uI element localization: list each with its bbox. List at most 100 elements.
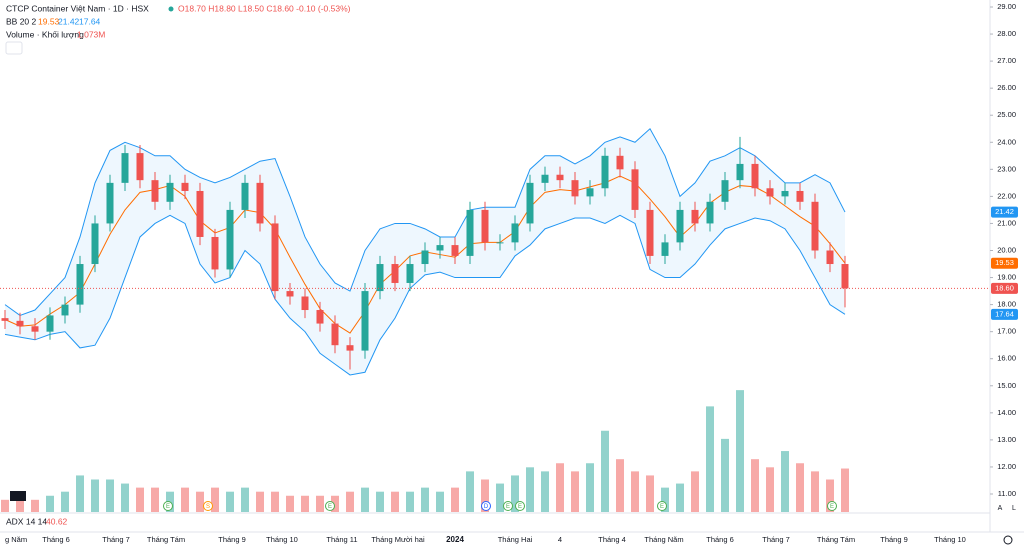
x-tick-label: Tháng 10	[266, 535, 298, 544]
candle-body	[781, 190, 789, 197]
volume-bar	[766, 467, 774, 512]
volume-bar	[736, 390, 744, 512]
axis-button[interactable]: A	[998, 505, 1003, 512]
price-tag	[991, 282, 1018, 294]
tv-logo	[10, 491, 26, 501]
volume-bar	[451, 487, 459, 512]
candle-body	[91, 223, 99, 265]
candle-body	[661, 242, 669, 256]
volume-bar	[31, 499, 39, 512]
bb-name: BB 20 2	[6, 16, 37, 26]
price-tag	[991, 257, 1018, 269]
logo-mark	[10, 491, 26, 501]
volume-bar	[391, 491, 399, 512]
candle-body	[421, 250, 429, 265]
x-tick-label: Tháng Mười hai	[371, 535, 425, 544]
volume-bar	[196, 491, 204, 512]
candle-body	[736, 163, 744, 181]
event-marker	[827, 501, 837, 511]
event-label: E	[506, 504, 510, 510]
candle-body	[631, 169, 639, 210]
candle-body	[451, 245, 459, 256]
bb-upper-value: 21.42	[58, 16, 80, 26]
collapse-button[interactable]	[5, 41, 23, 55]
y-tick-label: 11.00	[998, 489, 1016, 498]
candle-body	[706, 201, 714, 224]
candle-body	[586, 188, 594, 197]
candle-body	[331, 323, 339, 346]
volume-bar	[721, 438, 729, 512]
settings-icon[interactable]	[1003, 535, 1013, 545]
candle-body	[511, 223, 519, 243]
candle-body	[406, 264, 414, 283]
volume-bar	[136, 487, 144, 512]
volume-bar	[751, 459, 759, 512]
symbol-title: CTCP Container Việt Nam · 1D · HSX	[6, 3, 149, 13]
market-status	[168, 6, 174, 12]
volume-bar	[586, 463, 594, 512]
candle-body	[811, 201, 819, 251]
volume-bar	[256, 491, 264, 512]
y-tick-label: 24.00	[997, 137, 1016, 146]
y-tick-label: 29.00	[997, 2, 1016, 11]
bb-upper-line	[4, 127, 846, 316]
volume-bar	[541, 471, 549, 512]
plot-area	[1, 127, 849, 512]
x-tick-label: Tháng 9	[218, 535, 246, 544]
x-tick-label: 2024	[446, 535, 464, 544]
y-tick-label: 16.00	[997, 354, 1016, 363]
candle-body	[391, 264, 399, 283]
volume-bar	[406, 491, 414, 512]
axis-button[interactable]: L	[1012, 505, 1016, 512]
volume-bar	[436, 491, 444, 512]
bb-lower-value: 17.64	[79, 16, 101, 26]
y-tick-label: 15.00	[997, 381, 1016, 390]
candle-body	[61, 304, 69, 316]
candle-body	[826, 250, 834, 265]
volume-bar	[271, 491, 279, 512]
candle-body	[796, 190, 804, 202]
y-tick-label: 12.00	[997, 462, 1016, 471]
candle-body	[1, 318, 9, 321]
candle-body	[241, 182, 249, 210]
y-tick-label: 19.00	[997, 273, 1016, 282]
candle-body	[541, 174, 549, 183]
x-tick-label: g Năm	[5, 535, 27, 544]
volume-bar	[511, 475, 519, 512]
x-tick-label: Tháng 7	[762, 535, 790, 544]
candle-body	[676, 209, 684, 243]
event-label: E	[660, 504, 664, 510]
volume-bar	[601, 430, 609, 512]
candle-body	[151, 180, 159, 202]
event-marker	[481, 501, 491, 511]
candle-body	[436, 245, 444, 251]
volume-bar	[466, 471, 474, 512]
volume-bar	[676, 483, 684, 512]
volume-bar	[346, 491, 354, 512]
x-tick-label: Tháng Tám	[147, 535, 185, 544]
volume-bar	[526, 467, 534, 512]
x-tick-label: Tháng 6	[42, 535, 70, 544]
volume-bar	[181, 487, 189, 512]
event-label: E	[328, 504, 332, 510]
candle-body	[76, 264, 84, 305]
candle-body	[766, 188, 774, 197]
event-marker	[325, 501, 335, 511]
volume-bar	[16, 499, 24, 512]
volume-bar	[481, 479, 489, 512]
candle-body	[616, 155, 624, 170]
x-tick-label: Tháng Năm	[644, 535, 683, 544]
candle-body	[466, 209, 474, 256]
price-tag-label: 19.53	[995, 258, 1014, 267]
volume-bar	[151, 487, 159, 512]
volume-bar	[76, 475, 84, 512]
candle-body	[196, 190, 204, 237]
y-tick-label: 22.00	[997, 191, 1016, 200]
candle-body	[121, 153, 129, 183]
y-tick-label: 25.00	[997, 110, 1016, 119]
legend: CTCP Container Việt Nam · 1D · HSX O18.7…	[5, 3, 351, 526]
volume-bar	[1, 499, 9, 512]
candle-body	[271, 223, 279, 292]
volume-bar	[361, 487, 369, 512]
